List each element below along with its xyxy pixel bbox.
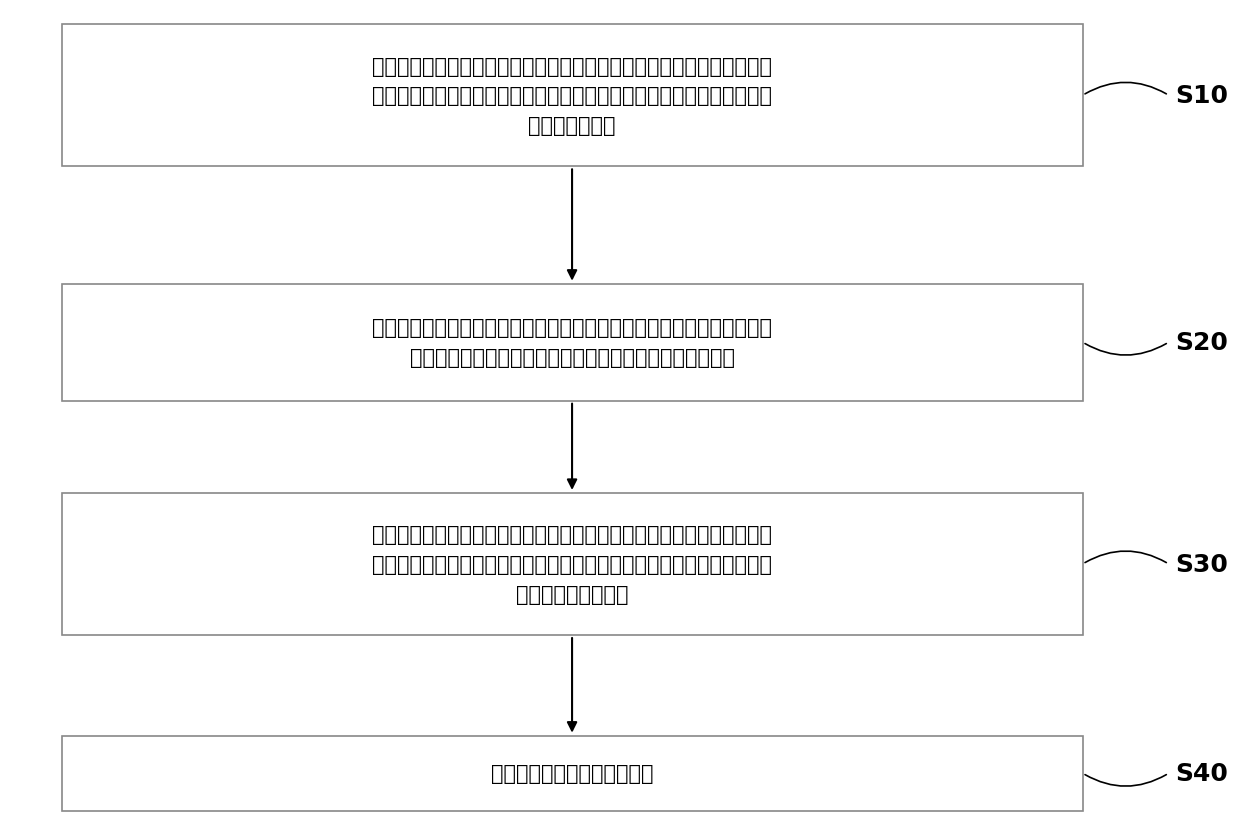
Text: S20: S20 — [1174, 331, 1228, 354]
Text: 对第一温度变化曲线和第二温度变化曲线进行数据拟合，得到用于表征炉
膛出口分区温度与单个风门间对应控制关系的第一传递函数，风门包括二
次风门或者燃尽风门: 对第一温度变化曲线和第二温度变化曲线进行数据拟合，得到用于表征炉 膛出口分区温度… — [372, 525, 773, 604]
FancyBboxPatch shape — [62, 493, 1083, 635]
Text: 对第一传递函数进行简化处理: 对第一传递函数进行简化处理 — [491, 763, 653, 783]
FancyBboxPatch shape — [62, 736, 1083, 811]
Text: S10: S10 — [1174, 84, 1228, 108]
FancyBboxPatch shape — [62, 25, 1083, 167]
FancyBboxPatch shape — [62, 284, 1083, 401]
Text: 针对指定负荷段，对目标锅炉的前墙和后墙分别进行单个二次风门性能测
试，得到目标锅炉的炉膛出口分区在不同二次风门的不同挡板开度下的第
一温度变化曲线: 针对指定负荷段，对目标锅炉的前墙和后墙分别进行单个二次风门性能测 试，得到目标锅… — [372, 57, 773, 135]
Text: S40: S40 — [1174, 762, 1228, 785]
Text: 对目标锅炉的前墙和后墙分别进行单个燃尽风门性能测试，得到炉膛出口
分区在不同燃尽风门的不同挡板开度下的第二温度变化曲线: 对目标锅炉的前墙和后墙分别进行单个燃尽风门性能测试，得到炉膛出口 分区在不同燃尽… — [372, 318, 773, 368]
Text: S30: S30 — [1174, 553, 1228, 576]
